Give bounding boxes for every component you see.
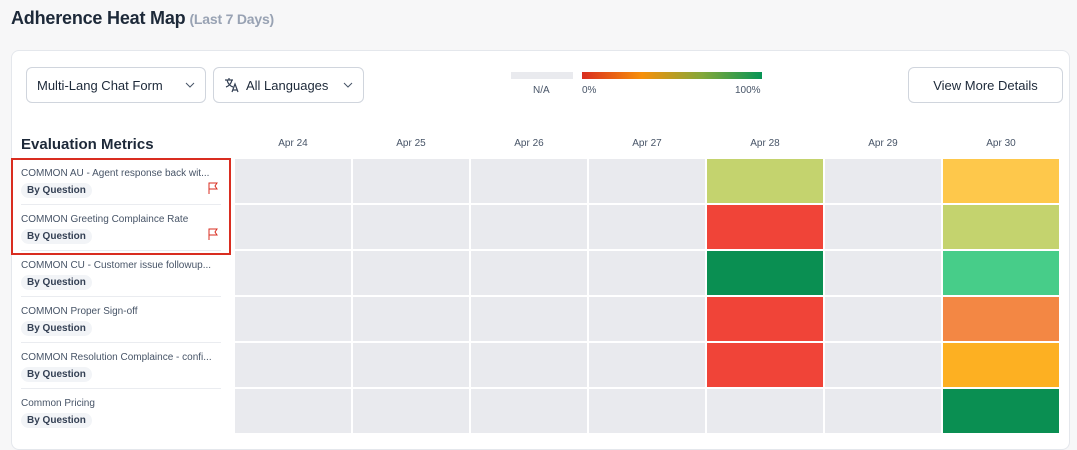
heat-cell[interactable] — [707, 159, 823, 203]
heat-cell[interactable] — [943, 251, 1059, 295]
heat-cell[interactable] — [235, 343, 351, 387]
flag-icon — [208, 227, 219, 245]
heat-cell[interactable] — [235, 205, 351, 249]
row-header: Evaluation Metrics — [21, 136, 154, 153]
heat-cell[interactable] — [589, 251, 705, 295]
flag — [208, 228, 218, 240]
heat-cell[interactable] — [825, 159, 941, 203]
date-label: Apr 30 — [986, 138, 1016, 149]
heat-cell[interactable] — [353, 205, 469, 249]
heat-cell[interactable] — [943, 343, 1059, 387]
heat-cell[interactable] — [471, 251, 587, 295]
heat-cell[interactable] — [353, 297, 469, 341]
heat-cell[interactable] — [825, 389, 941, 433]
heat-cell[interactable] — [471, 205, 587, 249]
date-label: Apr 25 — [396, 138, 426, 149]
heat-cell[interactable] — [707, 297, 823, 341]
heat-cell[interactable] — [943, 389, 1059, 433]
heat-cell[interactable] — [471, 343, 587, 387]
metric-label: COMMON Greeting Complaince Rate — [21, 214, 189, 225]
heat-cell[interactable] — [471, 389, 587, 433]
heat-cell[interactable] — [235, 251, 351, 295]
subtitle: (Last 7 Days) — [189, 11, 274, 27]
heat-cell[interactable] — [235, 389, 351, 433]
date-label: Apr 29 — [868, 138, 898, 149]
dropdown-content: All Languages — [224, 77, 328, 93]
legend-min-label: 0% — [582, 85, 597, 96]
heat-cell[interactable] — [235, 297, 351, 341]
legend-na-swatch — [511, 72, 573, 79]
heat-cell[interactable] — [707, 251, 823, 295]
row-separator — [21, 296, 221, 297]
legend-max-label: 100% — [735, 85, 761, 96]
date-label: Apr 28 — [750, 138, 780, 149]
dropdown-text: All Languages — [246, 77, 329, 93]
translate-icon — [225, 78, 239, 93]
metric-label: COMMON AU - Agent response back wit... — [21, 168, 210, 179]
page-title: Adherence Heat Map — [11, 8, 186, 28]
metric-tag: By Question — [21, 183, 92, 198]
metric-label: COMMON Proper Sign-off — [21, 306, 138, 317]
heat-cell[interactable] — [589, 159, 705, 203]
metric-tag: By Question — [21, 275, 92, 290]
metric-tag: By Question — [21, 229, 92, 244]
highlight-box — [11, 158, 231, 255]
legend-gradient — [582, 72, 762, 79]
language-dropdown[interactable]: All Languages — [213, 67, 364, 103]
dropdown-text: Multi-Lang Chat Form — [37, 77, 163, 93]
heat-cell[interactable] — [943, 297, 1059, 341]
view-details-button[interactable]: View More Details — [908, 67, 1063, 103]
date-label: Apr 27 — [632, 138, 662, 149]
heat-cell[interactable] — [707, 343, 823, 387]
heat-cell[interactable] — [589, 205, 705, 249]
heat-cell[interactable] — [825, 297, 941, 341]
row-separator — [21, 342, 221, 343]
heat-cell[interactable] — [471, 159, 587, 203]
row-separator — [21, 388, 221, 389]
heat-cell[interactable] — [589, 389, 705, 433]
date-label: Apr 26 — [514, 138, 544, 149]
heat-cell[interactable] — [353, 343, 469, 387]
heat-cell[interactable] — [707, 205, 823, 249]
heat-cell[interactable] — [589, 343, 705, 387]
chevron — [185, 82, 195, 88]
chevron — [343, 82, 353, 88]
flag-icon — [208, 181, 219, 199]
heat-cell[interactable] — [353, 251, 469, 295]
metric-tag: By Question — [21, 367, 92, 382]
metric-tag: By Question — [21, 321, 92, 336]
metric-tag: By Question — [21, 413, 92, 428]
row-separator — [21, 250, 221, 251]
metric-label: Common Pricing — [21, 398, 95, 409]
row-separator — [21, 204, 221, 205]
legend-na-label: N/A — [533, 85, 550, 96]
heat-cell[interactable] — [471, 297, 587, 341]
heat-cell[interactable] — [825, 251, 941, 295]
heat-cell[interactable] — [707, 389, 823, 433]
form-dropdown[interactable]: Multi-Lang Chat Form — [26, 67, 206, 103]
flag — [208, 182, 218, 194]
heat-cell[interactable] — [235, 159, 351, 203]
heat-cell[interactable] — [825, 343, 941, 387]
heat-cell[interactable] — [943, 205, 1059, 249]
title-wrap: Adherence Heat Map (Last 7 Days) — [11, 8, 274, 29]
heat-cell[interactable] — [825, 205, 941, 249]
heat-cell[interactable] — [353, 389, 469, 433]
heat-cell[interactable] — [589, 297, 705, 341]
heat-cell[interactable] — [353, 159, 469, 203]
date-label: Apr 24 — [278, 138, 308, 149]
metric-label: COMMON Resolution Complaince - confi... — [21, 352, 212, 363]
heat-cell[interactable] — [943, 159, 1059, 203]
metric-label: COMMON CU - Customer issue followup... — [21, 260, 212, 271]
